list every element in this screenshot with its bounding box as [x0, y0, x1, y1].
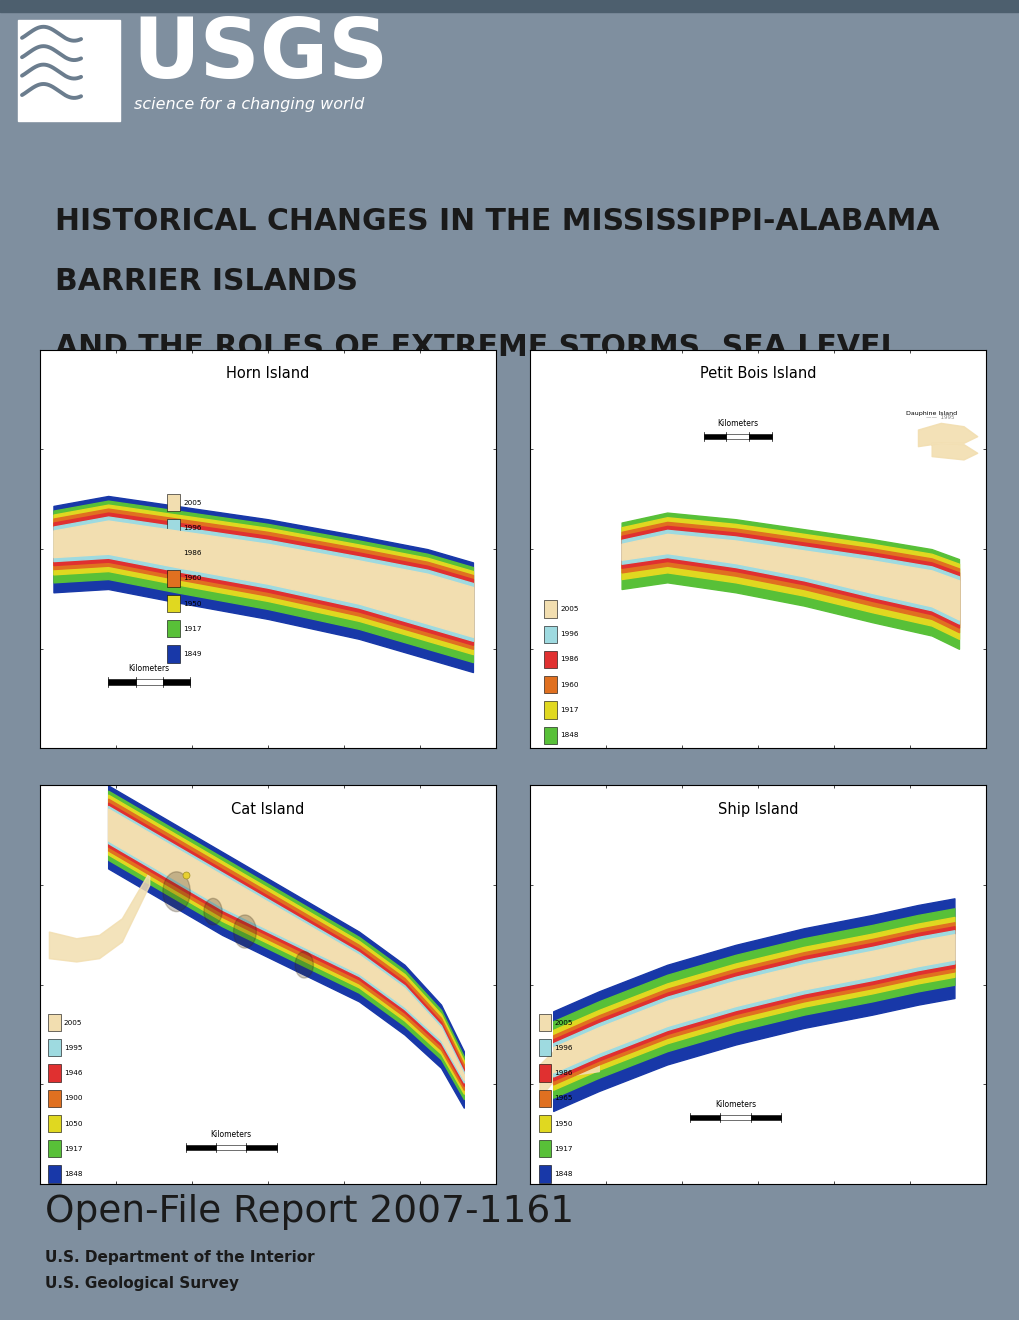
Text: AND HUMAN ACTIVITIES: AND HUMAN ACTIVITIES: [55, 392, 460, 421]
Text: Horn Island: Horn Island: [226, 367, 309, 381]
Text: Cat Island: Cat Island: [231, 803, 304, 817]
Text: 1996: 1996: [559, 631, 578, 638]
Bar: [538, 1014, 551, 1031]
Text: 1995: 1995: [64, 1045, 83, 1051]
Text: 1849: 1849: [183, 651, 202, 657]
Bar: [543, 676, 556, 693]
Bar: [543, 726, 556, 743]
Bar: [48, 1039, 61, 1056]
Text: Kilometers: Kilometers: [714, 1100, 755, 1109]
Text: 2005: 2005: [559, 606, 578, 612]
Bar: [719, 1115, 750, 1121]
Circle shape: [294, 952, 313, 978]
Text: BARRIER ISLANDS: BARRIER ISLANDS: [55, 267, 358, 296]
Text: 1986: 1986: [559, 656, 578, 663]
Text: U.S. Department of the Interior: U.S. Department of the Interior: [45, 1250, 314, 1265]
Text: Petit Bois Island: Petit Bois Island: [699, 367, 816, 381]
Bar: [48, 1140, 61, 1158]
Bar: [689, 1115, 719, 1121]
Bar: [247, 1144, 276, 1150]
Text: 1950: 1950: [183, 601, 202, 607]
Text: 1960: 1960: [559, 681, 578, 688]
Bar: [538, 1039, 551, 1056]
Text: 2005: 2005: [64, 1019, 83, 1026]
Bar: [167, 620, 180, 638]
Bar: [108, 680, 136, 685]
Bar: [543, 651, 556, 668]
Bar: [136, 680, 163, 685]
Text: 1900: 1900: [64, 1096, 83, 1101]
Bar: [543, 601, 556, 618]
Bar: [749, 433, 771, 438]
Text: HISTORICAL CHANGES IN THE MISSISSIPPI-ALABAMA: HISTORICAL CHANGES IN THE MISSISSIPPI-AL…: [55, 207, 938, 236]
Circle shape: [233, 915, 256, 948]
Bar: [538, 1115, 551, 1133]
Text: 1917: 1917: [554, 1146, 573, 1152]
Bar: [48, 1166, 61, 1183]
Bar: [167, 570, 180, 587]
Bar: [48, 1014, 61, 1031]
Bar: [726, 433, 749, 438]
Bar: [48, 1115, 61, 1133]
Bar: [185, 1144, 216, 1150]
Bar: [0, 0, 1019, 12]
Bar: [543, 626, 556, 643]
Text: 1848: 1848: [554, 1171, 573, 1177]
Text: 1950: 1950: [554, 1121, 573, 1126]
Bar: [538, 1064, 551, 1081]
Bar: [167, 544, 180, 562]
Bar: [538, 1140, 551, 1158]
Text: 1986: 1986: [183, 550, 202, 556]
Text: science for a changing world: science for a changing world: [133, 96, 364, 112]
Text: 1050: 1050: [64, 1121, 83, 1126]
Text: Kilometers: Kilometers: [211, 1130, 252, 1139]
Text: U.S. Geological Survey: U.S. Geological Survey: [45, 1276, 238, 1291]
Text: Open-File Report 2007-1161: Open-File Report 2007-1161: [45, 1193, 574, 1230]
Text: ——  1995: —— 1995: [925, 414, 954, 420]
Bar: [167, 595, 180, 612]
Bar: [538, 1090, 551, 1107]
Text: 1965: 1965: [554, 1096, 573, 1101]
Text: Robert A. Morton: Robert A. Morton: [55, 480, 196, 499]
Text: 1848: 1848: [64, 1171, 83, 1177]
Text: 1996: 1996: [554, 1045, 573, 1051]
Text: Kilometers: Kilometers: [716, 418, 758, 428]
Text: 1848: 1848: [559, 733, 578, 738]
Circle shape: [163, 871, 191, 912]
Text: USGS: USGS: [131, 15, 388, 95]
Text: 2005: 2005: [554, 1019, 573, 1026]
Bar: [48, 1090, 61, 1107]
Text: AND THE ROLES OF EXTREME STORMS, SEA LEVEL,: AND THE ROLES OF EXTREME STORMS, SEA LEV…: [55, 333, 910, 362]
Bar: [167, 645, 180, 663]
Bar: [538, 1166, 551, 1183]
Text: 1986: 1986: [554, 1071, 573, 1076]
Bar: [216, 1144, 247, 1150]
Text: 1996: 1996: [183, 525, 202, 531]
Bar: [167, 494, 180, 511]
Text: 1917: 1917: [64, 1146, 83, 1152]
Text: 1946: 1946: [64, 1071, 83, 1076]
Bar: [543, 701, 556, 718]
Text: 1917: 1917: [559, 708, 578, 713]
Bar: [750, 1115, 781, 1121]
Text: Kilometers: Kilometers: [128, 664, 169, 673]
Text: 1917: 1917: [183, 626, 202, 632]
Text: 1960: 1960: [183, 576, 202, 581]
Bar: [163, 680, 191, 685]
Bar: [703, 433, 726, 438]
Text: Ship Island: Ship Island: [717, 803, 798, 817]
Text: Dauphine Island: Dauphine Island: [905, 412, 956, 416]
Bar: [48, 1064, 61, 1081]
Bar: [167, 519, 180, 536]
Circle shape: [204, 899, 222, 925]
Text: 2005: 2005: [183, 499, 202, 506]
Bar: [18, 20, 120, 121]
